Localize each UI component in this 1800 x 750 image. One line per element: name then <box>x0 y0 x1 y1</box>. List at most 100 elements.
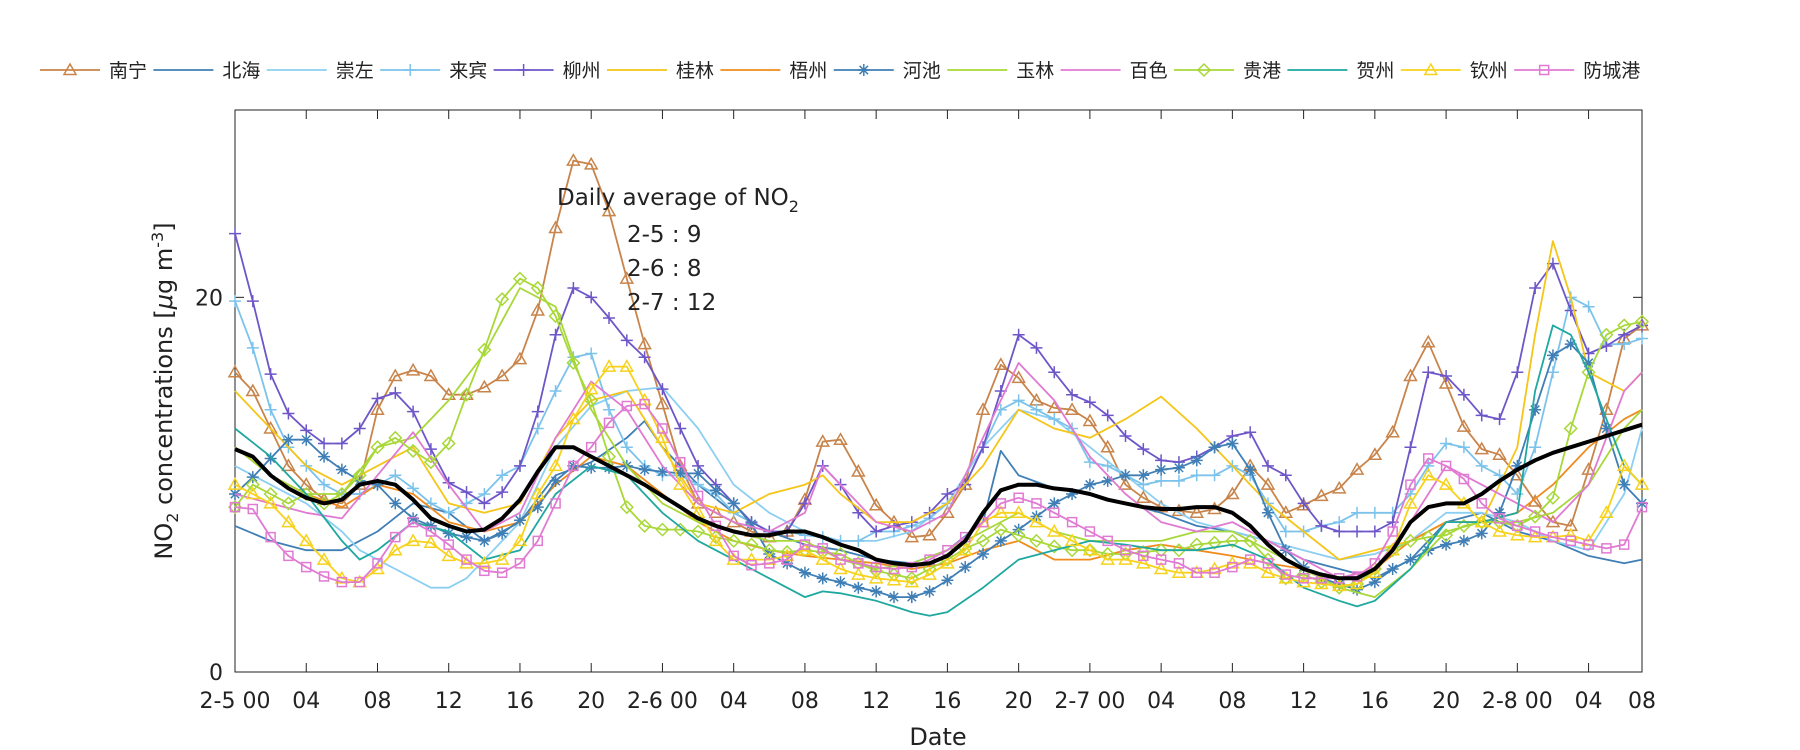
data-point <box>300 561 312 573</box>
data-point <box>264 403 277 416</box>
data-point <box>1155 554 1167 565</box>
y-tick-label: 0 <box>209 661 223 686</box>
x-tick-label: 08 <box>363 689 391 714</box>
data-point <box>407 512 420 525</box>
data-point <box>263 486 278 502</box>
data-point <box>229 227 241 240</box>
data-point <box>922 527 937 541</box>
data-point <box>336 576 348 588</box>
data-point <box>335 463 348 476</box>
data-point <box>390 531 401 543</box>
data-point <box>512 533 528 547</box>
data-point <box>1529 281 1542 294</box>
x-tick-label: 20 <box>1005 689 1033 714</box>
data-point <box>229 295 241 308</box>
data-point <box>886 572 902 586</box>
data-point <box>1225 486 1240 500</box>
data-point <box>852 534 865 547</box>
data-point <box>601 449 617 464</box>
data-point <box>1636 501 1648 513</box>
annotation-title-main: Daily average of NO <box>557 185 789 211</box>
y-axis-label: NO2 concentrations [μg m-3] <box>148 222 182 559</box>
data-point <box>868 570 884 584</box>
data-point <box>674 467 687 480</box>
data-point <box>1368 525 1381 538</box>
legend-label: 贺州 <box>1356 60 1394 82</box>
data-point <box>245 477 260 492</box>
data-point <box>530 302 546 316</box>
data-point <box>1120 544 1131 556</box>
data-point <box>443 539 454 550</box>
data-point <box>1137 469 1150 482</box>
legend-item: 钦州 <box>1400 60 1508 82</box>
data-point <box>1048 366 1061 379</box>
data-point <box>1297 497 1310 510</box>
annotation-line-2: 2-6 : 8 <box>627 256 702 282</box>
data-point <box>868 497 884 511</box>
series-line <box>234 277 1643 589</box>
legend-label: 钦州 <box>1470 60 1508 82</box>
data-point <box>1529 526 1541 537</box>
legend-marker <box>1538 64 1550 76</box>
data-point <box>1136 490 1151 504</box>
data-point <box>583 381 599 395</box>
y-label-sup: -3 <box>148 232 167 248</box>
data-point <box>495 292 510 307</box>
data-point <box>1634 477 1650 490</box>
data-point <box>995 498 1007 509</box>
y-tick-label: 20 <box>195 286 223 311</box>
data-point <box>1564 338 1577 351</box>
data-point <box>1136 555 1151 569</box>
data-point <box>1029 514 1044 528</box>
data-point <box>1528 509 1543 524</box>
data-point <box>620 441 633 454</box>
data-point <box>496 469 509 482</box>
legend-marker <box>1196 62 1212 78</box>
legend-item: 北海 <box>153 60 260 82</box>
data-point <box>1636 319 1648 332</box>
data-point <box>585 461 598 474</box>
data-point <box>1100 439 1115 453</box>
data-point <box>459 555 474 569</box>
data-point <box>1100 552 1115 565</box>
data-point <box>1155 474 1168 487</box>
data-point <box>1171 565 1187 578</box>
legend-label: 桂林 <box>676 60 714 82</box>
data-point <box>550 498 561 509</box>
legend-label: 百色 <box>1130 60 1168 82</box>
data-point <box>425 526 437 537</box>
data-point <box>619 500 634 515</box>
x-axis: 2-5 00 04 08 12 16 20 2-6 00 04 08 12 16 20 2-7 00 04… <box>200 110 1656 714</box>
x-tick-label: 12 <box>862 689 890 714</box>
series-line <box>234 386 1643 589</box>
data-point <box>1296 574 1311 588</box>
data-point <box>585 441 597 453</box>
legend-marker <box>62 62 78 76</box>
series-2 <box>234 386 1643 589</box>
data-point <box>442 506 455 519</box>
series-line <box>234 296 1643 542</box>
data-point <box>852 581 865 594</box>
data-point <box>282 433 295 446</box>
data-point <box>1403 495 1418 509</box>
x-tick-label: 2-5 00 <box>200 689 271 714</box>
data-point <box>762 543 777 558</box>
series-10 <box>227 271 1650 595</box>
data-point <box>405 362 421 376</box>
annotation-title-sub: 2 <box>789 197 799 216</box>
data-point <box>993 357 1009 371</box>
data-point <box>1260 477 1276 490</box>
data-point <box>370 402 385 415</box>
data-point <box>851 567 866 580</box>
legend-label: 柳州 <box>563 60 601 82</box>
data-point <box>745 518 758 531</box>
data-point <box>1405 479 1416 490</box>
data-point <box>1581 365 1596 380</box>
data-point <box>1066 488 1079 501</box>
data-point <box>1457 534 1470 547</box>
data-point <box>442 476 455 489</box>
data-point <box>1137 443 1150 456</box>
data-point <box>1546 366 1559 379</box>
data-point <box>1047 539 1062 554</box>
data-point <box>1011 505 1026 519</box>
